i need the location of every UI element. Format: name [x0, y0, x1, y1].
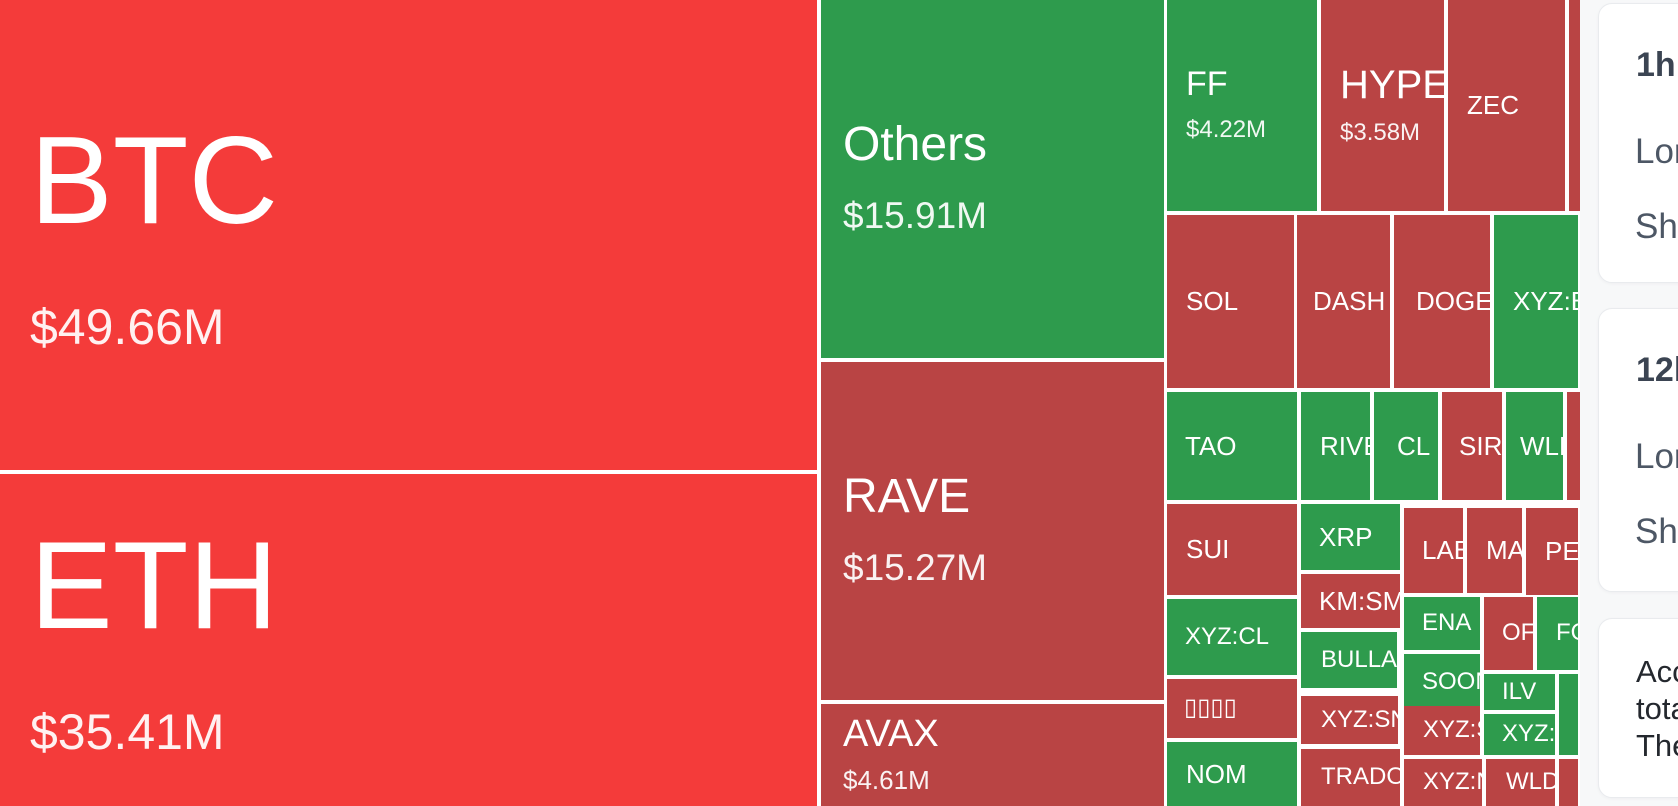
- tile-symbol: Others: [843, 118, 988, 172]
- tile-cjk[interactable]: ▯▯▯▯: [1167, 679, 1297, 738]
- info-card: Acc tota The: [1598, 618, 1678, 798]
- liquidation-treemap: BTC $49.66M ETH $35.41M Others $15.91M RAVE $15…: [0, 0, 1588, 806]
- tile-symbol: LAB: [1422, 535, 1463, 566]
- card-short-line: Sho: [1635, 511, 1678, 551]
- tile-dash[interactable]: DASH: [1297, 215, 1390, 388]
- tile-symbol: ENA: [1422, 609, 1472, 637]
- tile-value: $15.91M: [843, 195, 987, 237]
- tile-symbol: BTC: [30, 111, 278, 250]
- tile-hype[interactable]: HYPE $3.58M: [1321, 0, 1444, 211]
- stats-card-1h: 1h Lon Sho: [1598, 3, 1678, 283]
- tile-sol[interactable]: SOL: [1167, 215, 1294, 388]
- tile-symbol: AVAX: [843, 712, 939, 755]
- tile-symbol: KM:SMA: [1319, 585, 1400, 616]
- tile-soon[interactable]: SOON: [1404, 654, 1480, 710]
- card-period-label: 12h: [1636, 351, 1678, 389]
- tile-wlf[interactable]: WLF: [1506, 392, 1563, 500]
- tile-symbol: MA: [1486, 535, 1522, 566]
- tile-symbol: SUI: [1186, 534, 1230, 565]
- tile-symbol: XYZ:N: [1423, 768, 1482, 796]
- tile-symbol: XYZ:B: [1513, 286, 1578, 317]
- tile-symbol: BULLA: [1321, 645, 1397, 673]
- tile-ilv[interactable]: ILV: [1484, 674, 1555, 710]
- tile-cl[interactable]: CL: [1374, 392, 1438, 500]
- tile-value: $4.22M: [1186, 115, 1267, 143]
- tile-value: $35.41M: [30, 704, 225, 761]
- tile-symbol: FO: [1556, 619, 1578, 647]
- tile-symbol: ▯▯▯▯: [1184, 694, 1237, 722]
- card-period-label: 1h: [1636, 46, 1676, 84]
- tile-nom[interactable]: NOM: [1167, 742, 1297, 806]
- tile-symbol: NOM: [1186, 758, 1247, 789]
- tile-siri[interactable]: SIRI: [1442, 392, 1502, 500]
- tile-xrp[interactable]: XRP: [1301, 504, 1400, 570]
- tile-ff[interactable]: FF $4.22M: [1167, 0, 1317, 211]
- tile-symbol: PE: [1545, 536, 1578, 567]
- tile-symbol: XYZ:S: [1423, 716, 1480, 744]
- info-text-line: Acc: [1636, 654, 1678, 689]
- tile-wld[interactable]: WLD: [1486, 759, 1555, 806]
- tile-symbol: RAVE: [843, 470, 971, 524]
- tile-xyz-n[interactable]: XYZ:N: [1404, 759, 1482, 806]
- tile-xyz-i[interactable]: XYZ:: [1484, 714, 1555, 755]
- tile-symbol: DASH: [1313, 286, 1386, 317]
- tile-of[interactable]: OF: [1484, 597, 1533, 670]
- tile-sui[interactable]: SUI: [1167, 504, 1297, 595]
- card-long-line: Lon: [1635, 436, 1678, 476]
- tile-symbol: ZEC: [1467, 90, 1519, 121]
- tile-symbol: TAO: [1185, 430, 1237, 461]
- tile-doge[interactable]: DOGE: [1394, 215, 1490, 388]
- tile-symbol: TRADO: [1321, 763, 1400, 791]
- tile-value: $4.61M: [843, 765, 930, 796]
- tile-symbol: XYZ:SN: [1321, 705, 1398, 733]
- tile-km-sma[interactable]: KM:SMA: [1301, 574, 1400, 628]
- tile-ma[interactable]: MA: [1467, 508, 1522, 593]
- tile-tao[interactable]: TAO: [1167, 392, 1297, 500]
- tile-symbol: SOON: [1422, 667, 1480, 695]
- tile-rive[interactable]: RIVE: [1301, 392, 1370, 500]
- tile-symbol: XRP: [1319, 521, 1373, 552]
- tile-eth[interactable]: ETH $35.41M: [0, 474, 817, 806]
- tile-lab[interactable]: LAB: [1404, 508, 1463, 593]
- tile-symbol: HYPE: [1340, 63, 1444, 108]
- tile-xyz-b[interactable]: XYZ:B: [1494, 215, 1578, 388]
- tile-xyz-s[interactable]: XYZ:S: [1404, 706, 1480, 755]
- tile-btc[interactable]: BTC $49.66M: [0, 0, 817, 470]
- tile-symbol: RIVE: [1320, 430, 1370, 461]
- tile-pe[interactable]: PE: [1526, 508, 1578, 595]
- tile-symbol: WLF: [1520, 430, 1563, 461]
- info-text-line: tota: [1636, 691, 1678, 726]
- tile-others[interactable]: Others $15.91M: [821, 0, 1164, 358]
- info-text-line: The: [1636, 728, 1678, 763]
- tile-symbol: SIRI: [1459, 430, 1502, 461]
- tile-symbol: ETH: [30, 516, 278, 655]
- tile-avax[interactable]: AVAX $4.61M: [821, 704, 1164, 806]
- tile-zec[interactable]: ZEC: [1448, 0, 1565, 211]
- tile-rave[interactable]: RAVE $15.27M: [821, 362, 1164, 700]
- tile-value: $15.27M: [843, 547, 987, 589]
- tile-sliver-h[interactable]: [1559, 759, 1578, 806]
- tile-xyz-cl[interactable]: XYZ:CL: [1167, 599, 1297, 675]
- tile-symbol: XYZ:: [1502, 720, 1555, 748]
- tile-symbol: XYZ:CL: [1185, 622, 1270, 650]
- tile-fo[interactable]: FO: [1537, 597, 1578, 670]
- tile-trado[interactable]: TRADO: [1301, 749, 1400, 806]
- tile-symbol: OF: [1502, 619, 1533, 647]
- tile-symbol: ILV: [1502, 677, 1537, 705]
- tile-value: $3.58M: [1340, 119, 1421, 147]
- tile-value: $49.66M: [30, 299, 225, 356]
- tile-ena[interactable]: ENA: [1404, 597, 1480, 650]
- tile-symbol: FF: [1186, 65, 1228, 104]
- stats-card-12h: 12h Lon Sho: [1598, 308, 1678, 592]
- tile-xyz-sn[interactable]: XYZ:SN: [1301, 696, 1398, 744]
- tile-symbol: CL: [1397, 430, 1431, 461]
- tile-symbol: WLD: [1506, 768, 1555, 796]
- tile-symbol: DOGE: [1416, 286, 1490, 317]
- card-short-line: Sho: [1635, 206, 1678, 246]
- card-long-line: Lon: [1635, 131, 1678, 171]
- tile-symbol: SOL: [1186, 286, 1239, 317]
- tile-bulla[interactable]: BULLA: [1301, 632, 1397, 688]
- tile-sliver-f[interactable]: [1559, 674, 1578, 755]
